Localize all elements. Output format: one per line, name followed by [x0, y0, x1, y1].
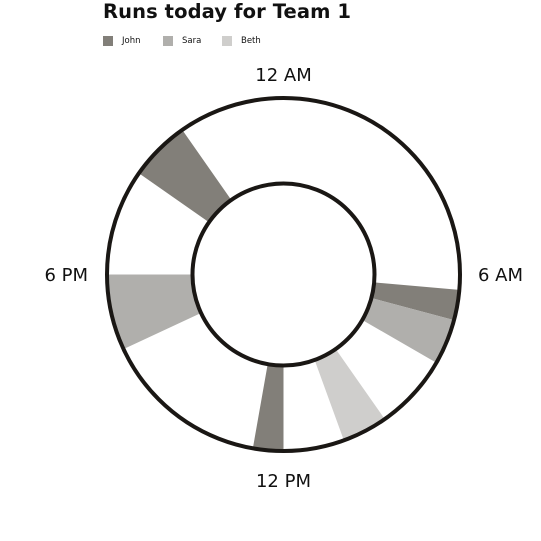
legend-label-sara: Sara	[182, 36, 202, 46]
legend-swatch-john	[103, 36, 113, 46]
run-segment-john-3	[138, 129, 232, 223]
hour-label-12pm: 12 PM	[256, 471, 311, 492]
chart-title: Runs today for Team 1	[103, 0, 352, 23]
legend-swatch-sara	[163, 36, 173, 46]
legend-label-beth: Beth	[241, 36, 261, 46]
outer-ring	[105, 96, 462, 453]
legend-swatch-beth	[222, 36, 232, 46]
run-segment-john-2	[252, 364, 284, 451]
run-segment-beth-1	[314, 349, 385, 441]
hour-label-6am: 6 AM	[478, 265, 523, 286]
run-segment-sara-2	[107, 274, 202, 350]
inner-ring	[190, 181, 377, 368]
run-segment-john-1	[371, 282, 460, 321]
legend-label-john: John	[122, 36, 141, 46]
hour-label-12am: 12 AM	[255, 65, 311, 86]
run-segment-sara-1	[362, 298, 454, 363]
run-segments	[107, 129, 460, 451]
hour-label-6pm: 6 PM	[44, 265, 88, 286]
